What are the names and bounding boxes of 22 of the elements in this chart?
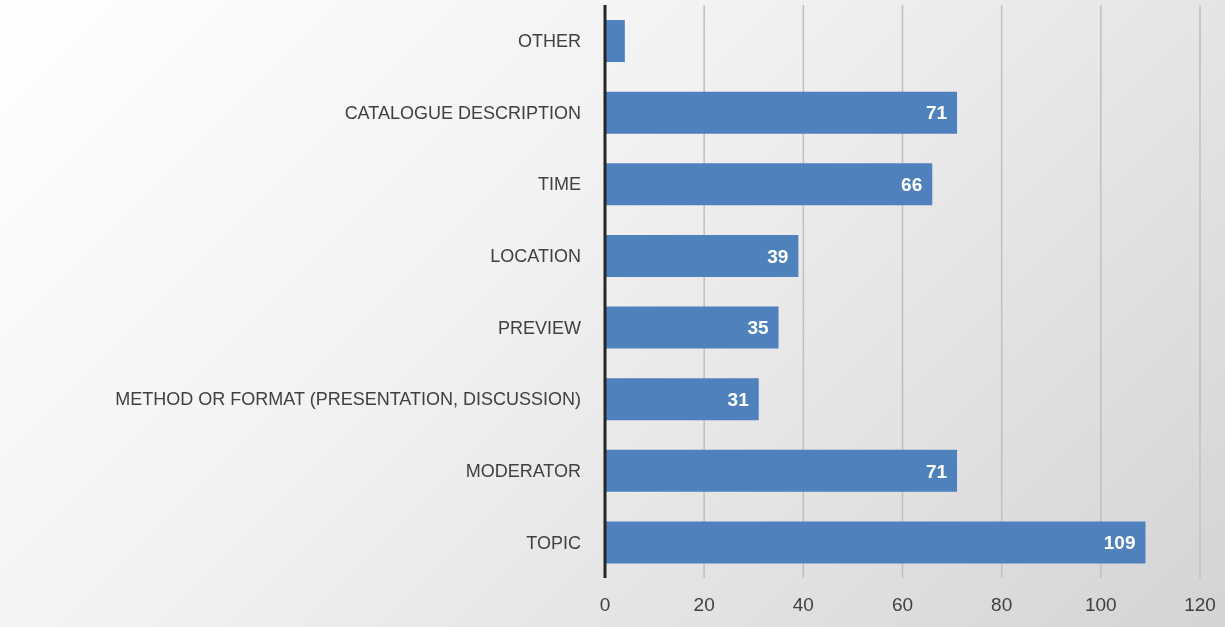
x-tick-label: 80 <box>991 594 1013 616</box>
x-tick-label: 120 <box>1184 594 1216 616</box>
y-tick-label: METHOD OR FORMAT (PRESENTATION, DISCUSSION) <box>115 389 581 410</box>
data-label: 71 <box>925 102 948 124</box>
y-tick-label: OTHER <box>518 31 581 52</box>
x-tick-label: 40 <box>792 594 814 616</box>
y-tick-label: CATALOGUE DESCRIPTION <box>344 102 581 123</box>
data-label: 39 <box>767 245 789 267</box>
y-tick-label: LOCATION <box>490 246 581 267</box>
data-label: 66 <box>901 174 923 196</box>
x-tick-label: 0 <box>599 594 611 616</box>
data-label: 31 <box>727 388 750 410</box>
y-tick-label: MODERATOR <box>465 460 581 481</box>
data-label: 109 <box>1103 532 1136 554</box>
x-tick-label: 100 <box>1084 594 1117 616</box>
y-tick-label: TOPIC <box>526 532 581 553</box>
x-tick-label: 60 <box>891 594 914 616</box>
data-label: 71 <box>925 460 948 482</box>
x-tick-label: 20 <box>693 594 715 616</box>
data-label: 35 <box>747 317 769 339</box>
y-tick-label: PREVIEW <box>497 317 582 338</box>
y-tick-label: TIME <box>538 174 581 195</box>
